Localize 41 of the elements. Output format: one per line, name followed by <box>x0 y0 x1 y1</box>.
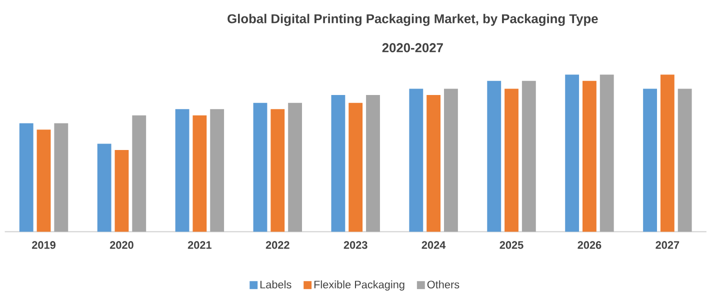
bar <box>600 74 614 232</box>
bar <box>660 74 674 232</box>
bar <box>444 88 458 232</box>
bar <box>409 88 424 232</box>
bar <box>132 115 146 232</box>
bar <box>192 115 207 232</box>
bar <box>54 123 68 232</box>
bar <box>253 102 268 232</box>
legend-label: Flexible Packaging <box>314 280 404 290</box>
x-tick-label: 2022 <box>266 241 290 249</box>
bar <box>348 102 363 232</box>
bar <box>643 88 657 232</box>
legend-label: Others <box>427 280 460 288</box>
bar <box>114 150 129 232</box>
chart-subtitle: 2020-2027 <box>382 43 443 52</box>
bar <box>97 144 112 232</box>
x-tick-label: 2021 <box>188 241 212 249</box>
x-tick-label: 2025 <box>500 241 524 249</box>
bar <box>504 88 518 232</box>
bar <box>366 94 380 232</box>
legend-label: Labels <box>260 280 292 288</box>
x-tick-label: 2026 <box>578 241 602 249</box>
bar <box>565 74 580 232</box>
bar <box>36 129 51 232</box>
bar <box>487 80 502 232</box>
x-tick-label: 2019 <box>32 241 56 249</box>
x-tick-label: 2024 <box>422 241 446 249</box>
x-tick-label: 2027 <box>656 241 680 249</box>
bar <box>678 88 692 232</box>
bar <box>426 94 441 232</box>
chart-title: Global Digital Printing Packaging Market, by Packaging Type <box>228 14 598 26</box>
x-tick-label: 2023 <box>344 241 368 249</box>
x-tick-label: 2020 <box>110 241 134 249</box>
bar <box>522 80 536 232</box>
bar <box>288 102 302 232</box>
bar <box>175 108 190 232</box>
bar <box>582 80 596 232</box>
bar <box>19 123 34 232</box>
bar <box>331 94 346 232</box>
bar <box>270 108 285 232</box>
bar <box>210 108 224 232</box>
